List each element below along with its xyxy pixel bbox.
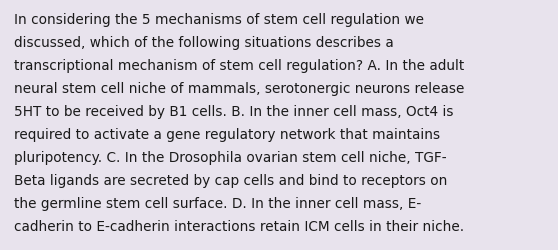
Text: neural stem cell niche of mammals, serotonergic neurons release: neural stem cell niche of mammals, serot… (14, 82, 464, 96)
Text: In considering the 5 mechanisms of stem cell regulation we: In considering the 5 mechanisms of stem … (14, 12, 424, 26)
Text: 5HT to be received by B1 cells. B. In the inner cell mass, Oct4 is: 5HT to be received by B1 cells. B. In th… (14, 104, 454, 118)
Text: required to activate a gene regulatory network that maintains: required to activate a gene regulatory n… (14, 128, 440, 141)
Text: Beta ligands are secreted by cap cells and bind to receptors on: Beta ligands are secreted by cap cells a… (14, 174, 448, 188)
Text: discussed, which of the following situations describes a: discussed, which of the following situat… (14, 36, 394, 50)
Text: the germline stem cell surface. D. In the inner cell mass, E-: the germline stem cell surface. D. In th… (14, 196, 421, 210)
Text: cadherin to E-cadherin interactions retain ICM cells in their niche.: cadherin to E-cadherin interactions reta… (14, 220, 464, 234)
Text: pluripotency. C. In the Drosophila ovarian stem cell niche, TGF-: pluripotency. C. In the Drosophila ovari… (14, 150, 446, 164)
Text: transcriptional mechanism of stem cell regulation? A. In the adult: transcriptional mechanism of stem cell r… (14, 58, 464, 72)
